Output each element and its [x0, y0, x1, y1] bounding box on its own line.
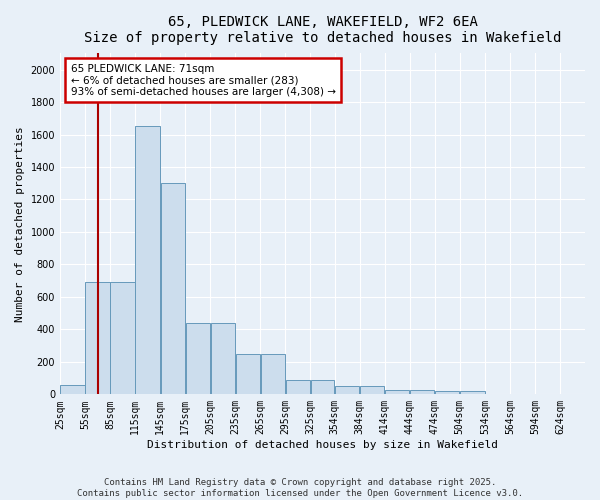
- Bar: [435, 391, 460, 394]
- Text: 65 PLEDWICK LANE: 71sqm
← 6% of detached houses are smaller (283)
93% of semi-de: 65 PLEDWICK LANE: 71sqm ← 6% of detached…: [71, 64, 335, 96]
- Bar: [85, 282, 110, 395]
- Bar: [136, 126, 160, 394]
- Text: Contains HM Land Registry data © Crown copyright and database right 2025.
Contai: Contains HM Land Registry data © Crown c…: [77, 478, 523, 498]
- Bar: [211, 323, 235, 394]
- Bar: [110, 282, 135, 395]
- Bar: [460, 391, 485, 394]
- Y-axis label: Number of detached properties: Number of detached properties: [15, 126, 25, 322]
- Bar: [410, 390, 434, 394]
- Bar: [161, 183, 185, 394]
- Bar: [185, 323, 210, 394]
- Bar: [360, 386, 385, 394]
- Bar: [311, 380, 334, 394]
- X-axis label: Distribution of detached houses by size in Wakefield: Distribution of detached houses by size …: [147, 440, 498, 450]
- Title: 65, PLEDWICK LANE, WAKEFIELD, WF2 6EA
Size of property relative to detached hous: 65, PLEDWICK LANE, WAKEFIELD, WF2 6EA Si…: [84, 15, 561, 45]
- Bar: [335, 386, 359, 394]
- Bar: [385, 390, 409, 394]
- Bar: [260, 354, 285, 395]
- Bar: [61, 384, 85, 394]
- Bar: [286, 380, 310, 394]
- Bar: [236, 354, 260, 395]
